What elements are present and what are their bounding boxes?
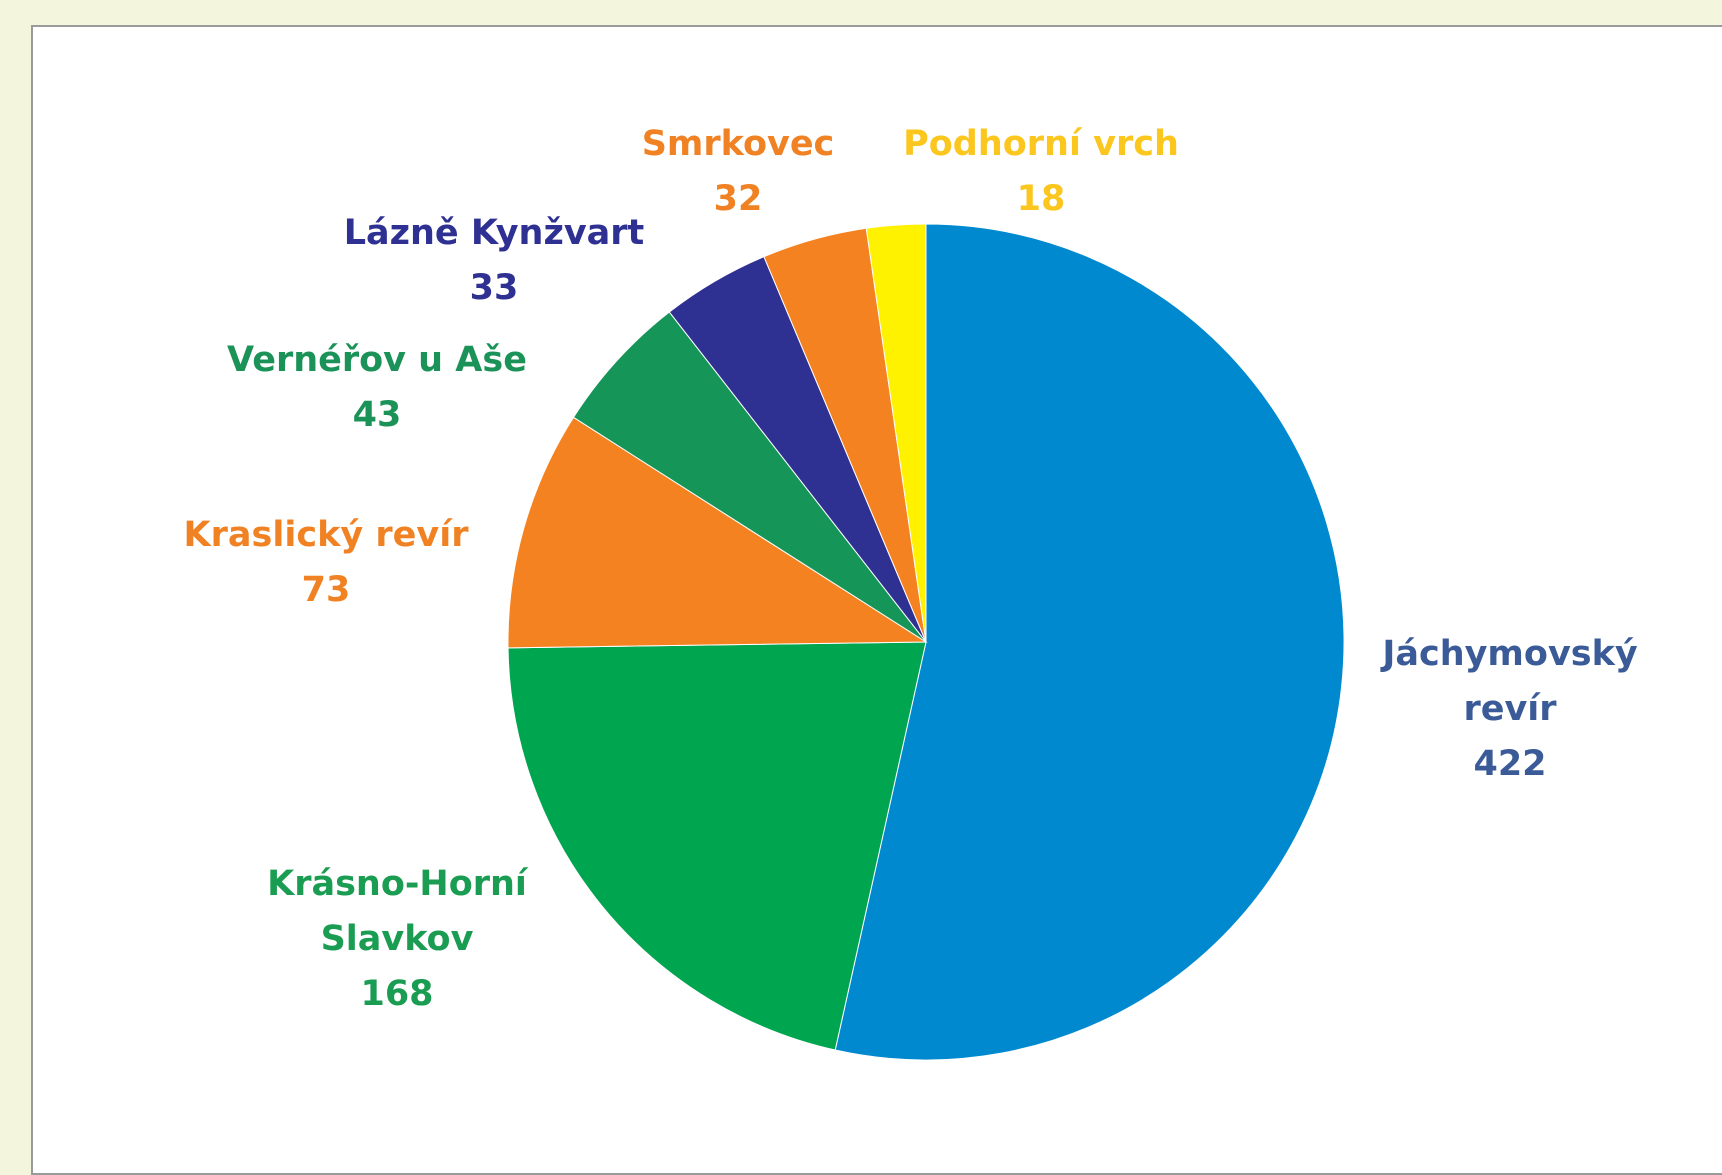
slice-name: Lázně Kynžvart (343, 213, 645, 253)
pie-slice (865, 223, 927, 643)
slice-value: 33 (469, 268, 519, 308)
pie-slice (507, 641, 927, 1051)
pie-slice (834, 223, 1345, 1061)
pie-slice (572, 311, 927, 643)
pie-slice (507, 416, 928, 649)
data-label: Vernéřov u Aše 43 (177, 333, 577, 443)
data-label: Jáchymovský revír 422 (1380, 627, 1640, 792)
slice-name: Jáchymovský revír (1382, 634, 1638, 729)
data-label: Kraslický revír 73 (126, 508, 526, 618)
slice-name: Podhorní vrch (903, 124, 1179, 164)
data-label: Krásno-Horní Slavkov 168 (247, 857, 547, 1022)
slice-name: Smrkovec (641, 124, 835, 164)
slice-value: 422 (1473, 744, 1547, 784)
slice-value: 168 (360, 974, 434, 1014)
slice-name: Kraslický revír (183, 515, 469, 555)
slice-name: Krásno-Horní Slavkov (267, 864, 527, 959)
data-label: Lázně Kynžvart 33 (294, 206, 694, 316)
slice-name: Vernéřov u Aše (227, 340, 527, 380)
slice-value: 32 (713, 179, 763, 219)
data-label: Podhorní vrch 18 (841, 117, 1241, 227)
slice-value: 18 (1016, 179, 1066, 219)
data-label: Smrkovec 32 (588, 117, 888, 227)
slice-value: 73 (301, 570, 351, 610)
slice-value: 43 (352, 395, 402, 435)
